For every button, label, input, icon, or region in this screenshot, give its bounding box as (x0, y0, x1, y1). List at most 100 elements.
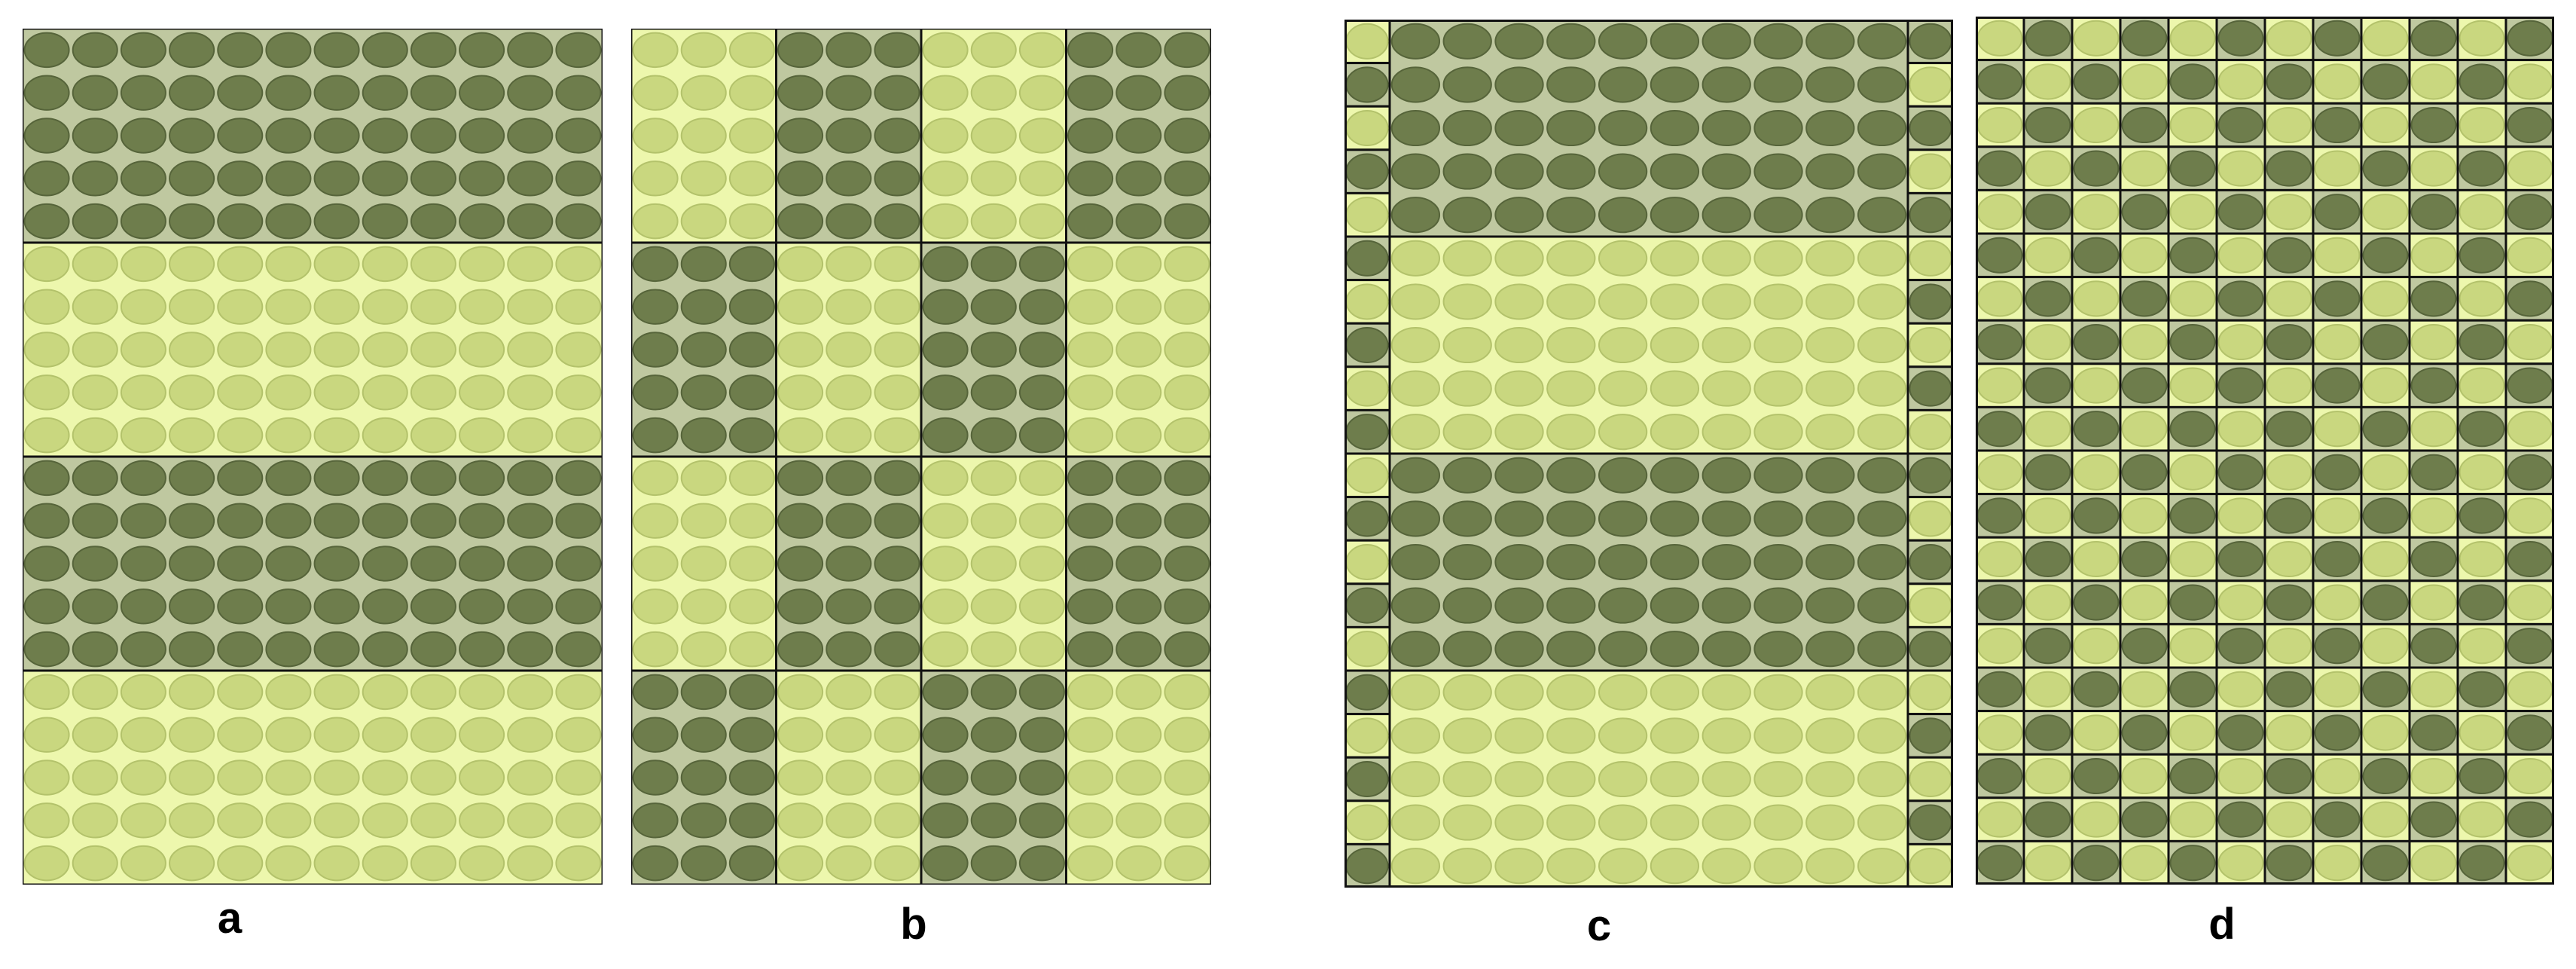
ellipse-cell (1753, 587, 1803, 624)
ellipse-cell (970, 460, 1017, 497)
ellipse-cell (632, 417, 679, 454)
fine-cell-dark (2360, 579, 2411, 625)
panel-a-label: a (217, 894, 243, 943)
ellipse-cell (922, 460, 969, 497)
fine-cell-light (2504, 232, 2554, 279)
ellipse-cell (1598, 804, 1648, 841)
fine-cell-dark (2408, 276, 2459, 322)
ellipse-cell (2217, 628, 2264, 665)
ellipse-cell (1702, 153, 1751, 190)
ellipse-cell (2073, 584, 2120, 621)
ellipse-cell (922, 546, 969, 582)
ellipse-cell (1390, 283, 1441, 320)
ellipse-cell (459, 717, 505, 753)
ellipse-cell (777, 118, 824, 154)
edge-cell-dark (1906, 452, 1953, 499)
fine-cell-light (1976, 276, 2025, 322)
edge-cell-dark (1906, 713, 1953, 759)
fine-cell-light (2167, 449, 2218, 496)
ellipse-cell (72, 631, 118, 668)
ellipse-cell (1164, 374, 1210, 411)
ellipse-cell (1018, 503, 1065, 539)
ellipse-cell (1067, 845, 1114, 882)
ellipse-cell (2458, 628, 2505, 665)
ellipse-cell (1390, 197, 1441, 234)
ellipse-cell (680, 674, 727, 711)
stripe-block-dark (23, 29, 603, 244)
ellipse-cell (680, 289, 727, 325)
ellipse-cell (970, 717, 1017, 753)
ellipse-cell (2458, 454, 2505, 491)
ellipse-cell (1598, 848, 1648, 885)
ellipse-cell (1753, 804, 1803, 841)
fine-cell-light (2119, 493, 2170, 539)
ellipse-cell (1702, 23, 1751, 60)
ellipse-cell (922, 802, 969, 839)
panel-c-diagram (1344, 20, 1953, 888)
ellipse-cell (23, 374, 70, 411)
fine-cell-dark (2504, 188, 2554, 235)
ellipse-cell (169, 374, 215, 411)
ellipse-cell (2266, 237, 2312, 274)
fine-cell-light (2022, 405, 2074, 452)
fine-cell-light (2215, 579, 2266, 625)
ellipse-cell (23, 75, 70, 111)
ellipse-cell (680, 246, 727, 283)
ellipse-cell (728, 118, 775, 154)
ellipse-cell (1909, 500, 1952, 537)
ellipse-cell (313, 845, 360, 882)
fine-cell-dark (2215, 536, 2266, 582)
fine-cell-dark (1976, 753, 2025, 799)
fine-cell-light (2167, 17, 2218, 62)
fine-cell-dark (2215, 102, 2266, 148)
fine-cell-dark (1976, 579, 2025, 625)
ellipse-cell (1650, 631, 1700, 668)
fine-cell-light (2263, 622, 2315, 669)
ellipse-cell (1494, 500, 1544, 537)
ellipse-cell (1390, 240, 1441, 277)
fine-cell-dark (2167, 319, 2218, 365)
fine-cell-light (2408, 666, 2459, 713)
fine-cell-light (2119, 59, 2170, 105)
ellipse-cell (507, 546, 554, 582)
ellipse-cell (72, 289, 118, 325)
checker-block-light (775, 669, 923, 885)
ellipse-cell (1345, 760, 1389, 798)
ellipse-cell (362, 802, 408, 839)
ellipse-cell (922, 845, 969, 882)
ellipse-cell (2121, 540, 2168, 578)
fine-cell-dark (2360, 753, 2411, 799)
ellipse-cell (1753, 457, 1803, 494)
ellipse-cell (313, 75, 360, 111)
ellipse-cell (2314, 801, 2361, 838)
ellipse-cell (169, 289, 215, 325)
ellipse-cell (410, 802, 456, 839)
ellipse-cell (265, 546, 312, 582)
ellipse-cell (2169, 671, 2216, 708)
ellipse-cell (826, 546, 872, 582)
ellipse-cell (1164, 160, 1210, 197)
ellipse-cell (2362, 63, 2409, 100)
ellipse-cell (1546, 66, 1596, 103)
ellipse-cell (507, 760, 554, 796)
fine-cell-dark (2215, 796, 2266, 842)
ellipse-cell (2025, 714, 2071, 751)
ellipse-cell (1702, 500, 1751, 537)
fine-cell-light (2360, 622, 2411, 669)
fine-cell-dark (2312, 449, 2363, 496)
fine-cell-light (2408, 319, 2459, 365)
ellipse-cell (1650, 804, 1700, 841)
ellipse-cell (120, 374, 166, 411)
fine-cell-dark (1976, 405, 2025, 452)
ellipse-cell (265, 417, 312, 454)
ellipse-cell (680, 32, 727, 69)
ellipse-cell (1494, 631, 1544, 668)
ellipse-cell (120, 417, 166, 454)
ellipse-cell (2217, 150, 2264, 187)
ellipse-cell (1018, 160, 1065, 197)
ellipse-cell (1018, 717, 1065, 753)
ellipse-cell (265, 631, 312, 668)
fine-cell-dark (2215, 622, 2266, 669)
ellipse-cell (1857, 283, 1907, 320)
ellipse-cell (777, 503, 824, 539)
